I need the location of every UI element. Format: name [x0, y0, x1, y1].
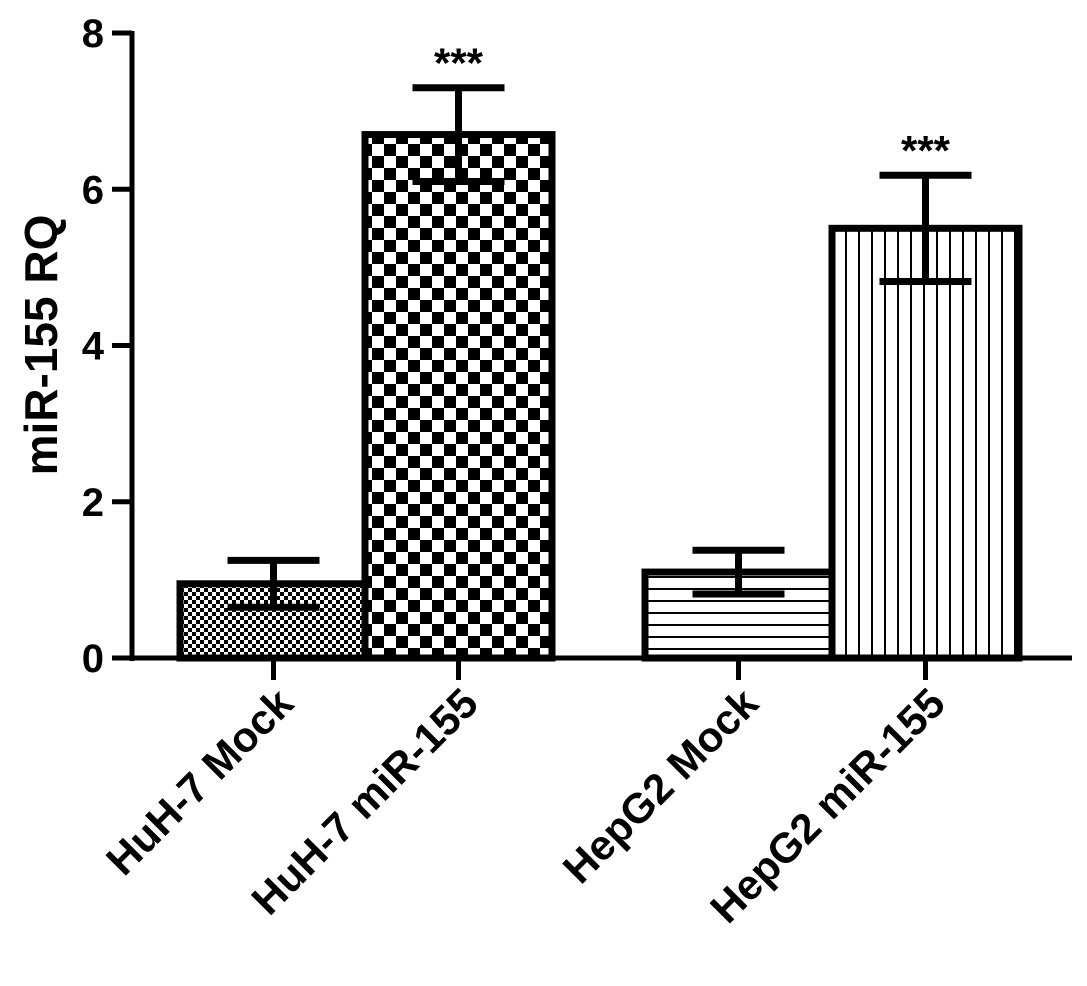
- y-tick-label-6: 6: [82, 168, 104, 212]
- bar-hepg2-mir-155: [828, 224, 1023, 662]
- y-tick-label-2: 2: [82, 481, 104, 525]
- bar-huh-7-mir-155: [361, 131, 556, 662]
- x-tick-label-hepg2-mock: HepG2 Mock: [554, 679, 768, 893]
- y-tick-label-8: 8: [82, 12, 104, 56]
- significance-label-hepg2-mir-155: ***: [901, 127, 951, 174]
- x-tick-label-huh-7-mock: HuH-7 Mock: [97, 679, 302, 884]
- y-axis-label: miR-155 RQ: [15, 215, 67, 476]
- y-tick-label-4: 4: [82, 325, 105, 369]
- y-tick-label-0: 0: [82, 637, 104, 681]
- significance-label-huh-7-mir-155: ***: [434, 40, 484, 87]
